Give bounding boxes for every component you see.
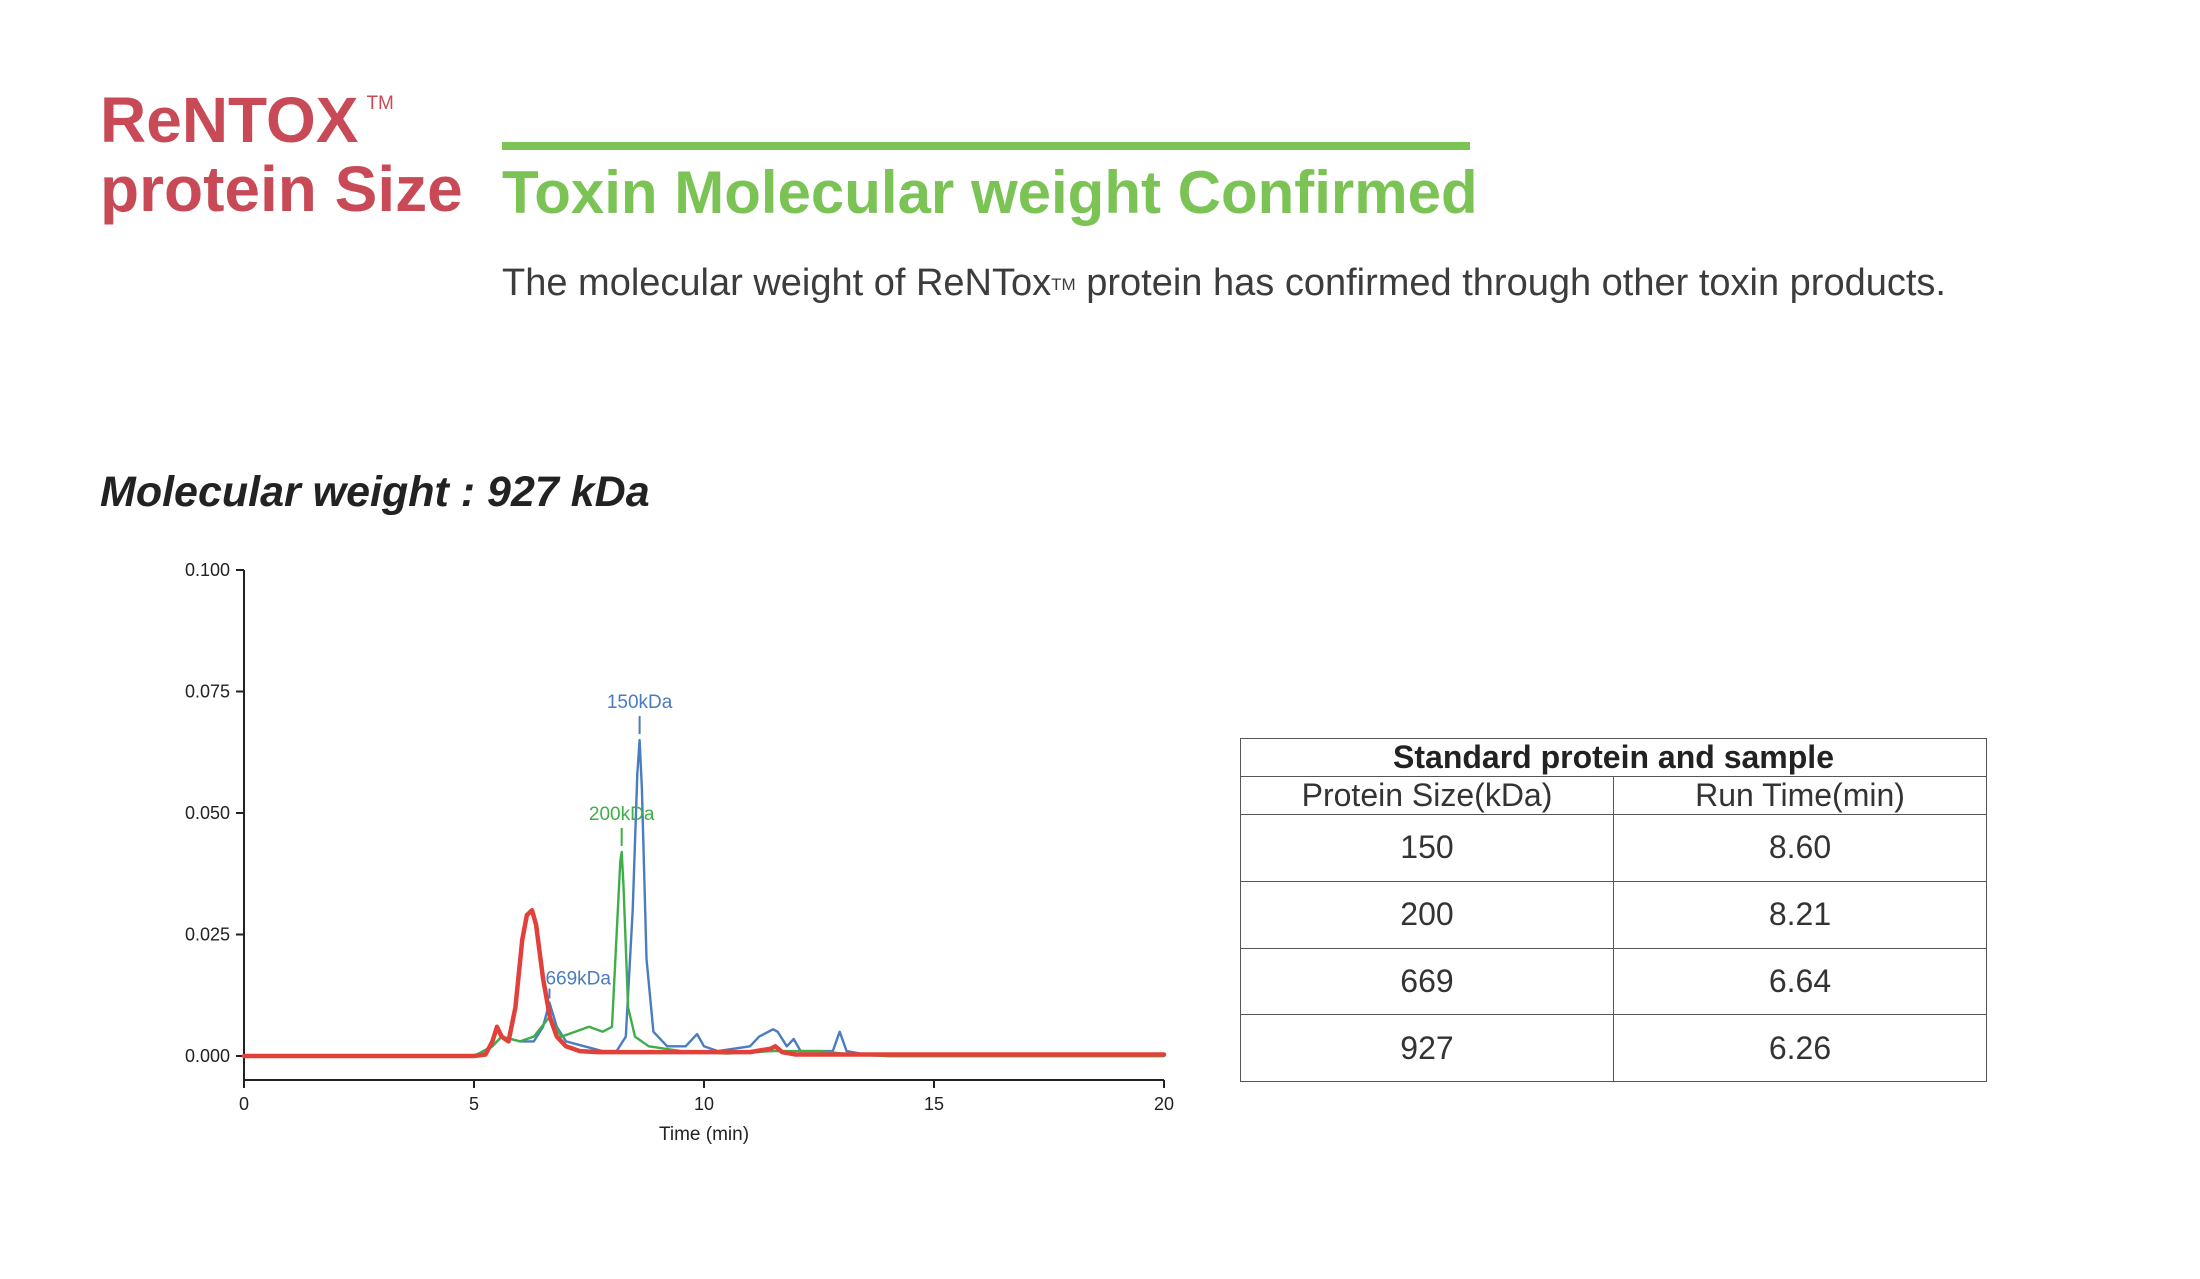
annotation-label: 200kDa	[589, 804, 655, 825]
brand-line-1: ReNTOX TM	[100, 84, 463, 156]
headline-accent-rule	[502, 142, 1470, 150]
molecular-weight-heading: Molecular weight : 927 kDa	[100, 468, 650, 516]
x-tick-label: 20	[1154, 1094, 1174, 1114]
x-tick-label: 5	[469, 1094, 479, 1114]
y-tick-label: 0.075	[185, 682, 230, 702]
chart-annotations: 150kDa 200kDa 669kDa	[545, 692, 673, 999]
x-axis-title: Time (min)	[659, 1124, 749, 1145]
brand-name: ReNTOX	[100, 84, 359, 156]
table-header-row: Protein Size(kDa) Run Time(min)	[1240, 776, 1987, 815]
subtitle-trademark: TM	[1051, 274, 1076, 294]
table-row: 200 8.21	[1240, 880, 1987, 949]
chart-axes: 0 5 10 15 20 0.000 0.025 0.050 0.075 0.100	[185, 560, 1174, 1114]
x-tick-label: 10	[694, 1094, 714, 1114]
cell-protein-size: 669	[1240, 947, 1614, 1016]
x-tick-label: 0	[239, 1094, 249, 1114]
cell-protein-size: 927	[1240, 1014, 1614, 1082]
chromatogram-chart: 0 5 10 15 20 0.000 0.025 0.050 0.075 0.100 150kDa…	[185, 560, 1174, 1145]
standard-protein-table: Standard protein and sample Protein Size…	[1240, 738, 1987, 1082]
subtitle-text-end: protein has confirmed through other toxi…	[1075, 262, 1946, 304]
x-tick-label: 15	[924, 1094, 944, 1114]
series-line-2	[242, 850, 1166, 1058]
headline: Toxin Molecular weight Confirmed	[502, 159, 1478, 226]
column-header-run-time: Run Time(min)	[1613, 776, 1987, 815]
chart-series-layer	[241, 738, 1167, 1059]
y-tick-label: 0.025	[185, 925, 230, 945]
cell-run-time: 6.64	[1613, 947, 1987, 1016]
brand-line-2: protein Size	[100, 153, 463, 226]
table-row: 150 8.60	[1240, 814, 1987, 882]
subtitle-text-start: The molecular weight of ReNTox	[502, 262, 1052, 304]
brand-trademark: TM	[366, 93, 394, 114]
y-tick-label: 0.050	[185, 803, 230, 823]
cell-protein-size: 200	[1240, 880, 1614, 949]
table-caption-row: Standard protein and sample	[1240, 738, 1987, 777]
y-tick-label: 0.100	[185, 560, 230, 580]
table-row: 669 6.64	[1240, 947, 1987, 1016]
series-line-1	[242, 738, 1166, 1058]
annotation-label: 150kDa	[607, 692, 673, 713]
cell-run-time: 8.60	[1613, 814, 1987, 882]
subtitle: The molecular weight of ReNToxTM protein…	[502, 262, 1946, 305]
table-caption: Standard protein and sample	[1240, 738, 1987, 777]
series-line-3	[241, 907, 1167, 1059]
annotation-label: 669kDa	[545, 969, 611, 990]
cell-protein-size: 150	[1240, 814, 1614, 882]
cell-run-time: 8.21	[1613, 880, 1987, 949]
column-header-protein-size: Protein Size(kDa)	[1240, 776, 1614, 815]
y-tick-label: 0.000	[185, 1046, 230, 1066]
brand-title: ReNTOX TM protein Size	[100, 84, 463, 226]
table-row: 927 6.26	[1240, 1014, 1987, 1082]
cell-run-time: 6.26	[1613, 1014, 1987, 1082]
